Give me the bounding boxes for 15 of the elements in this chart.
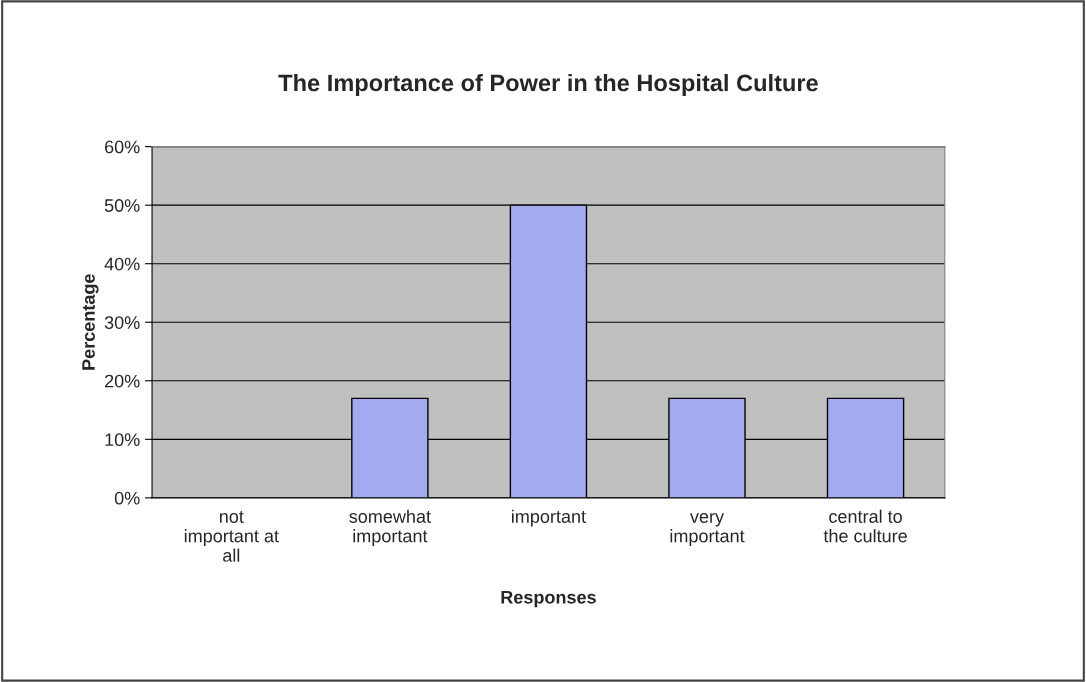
- x-tick-label: important: [512, 509, 586, 527]
- x-tick-label: very important: [670, 513, 745, 546]
- y-tick-label: 60%: [105, 140, 140, 154]
- y-axis-title: Percentage: [82, 274, 99, 370]
- y-tick-label: 20%: [105, 374, 140, 388]
- x-axis-title: Responses: [501, 591, 596, 608]
- y-tick-label: 10%: [105, 433, 140, 447]
- x-tick-label: central to the culture: [823, 509, 907, 543]
- chart-title: The Importance of Power in the Hospital Culture: [278, 73, 818, 96]
- y-tick-label: 0%: [114, 491, 140, 505]
- y-tick-label: 40%: [104, 257, 140, 271]
- y-tick-label: 50%: [104, 199, 140, 212]
- x-tick-label: somewhat important: [349, 509, 431, 546]
- x-tick-label: not important at all: [184, 511, 279, 562]
- y-tick-label: 30%: [104, 316, 140, 329]
